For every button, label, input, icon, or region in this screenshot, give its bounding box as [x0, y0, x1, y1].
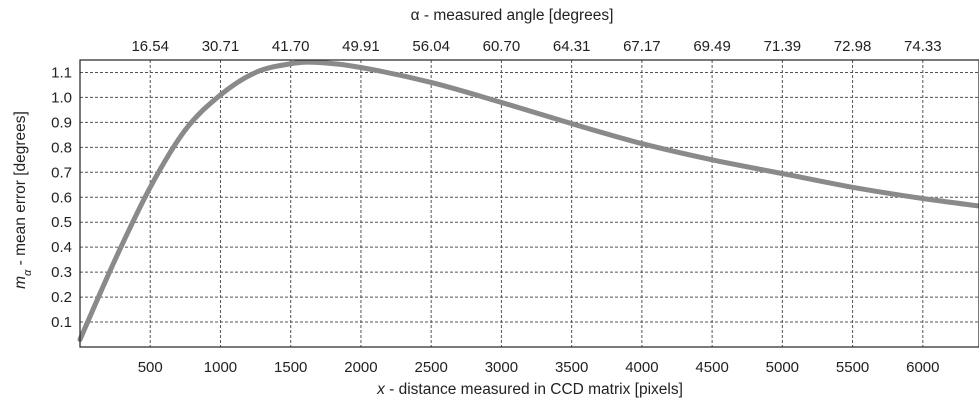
y-tick-label: 0.1 [51, 314, 72, 331]
x-tick-label: 6000 [906, 359, 939, 376]
y-tick-label: 0.5 [51, 214, 72, 231]
y-tick-labels: 0.1 0.2 0.3 0.4 0.5 0.6 0.7 0.8 0.9 1.0 1.1 [51, 64, 72, 331]
y-tick-label: 0.3 [51, 264, 72, 281]
grid-lines [80, 60, 979, 347]
y-tick-label: 1.0 [51, 89, 72, 106]
x-axis-title-text: - distance measured in CCD matrix [pixel… [385, 381, 683, 398]
x-tick-label: 1000 [204, 359, 237, 376]
x-tick-label: 2500 [414, 359, 447, 376]
y-tick-label: 0.9 [51, 114, 72, 131]
x-tick-label: 1500 [274, 359, 307, 376]
top-x-tick-label: 56.04 [412, 38, 450, 55]
top-x-tick-label: 74.33 [904, 38, 942, 55]
x-axis-symbol: x [376, 381, 386, 398]
x-tick-label: 5000 [766, 359, 799, 376]
x-tick-labels: 500 1000 1500 2000 2500 3000 3500 4000 4500 5000 5… [138, 359, 940, 376]
y-tick-label: 0.6 [51, 189, 72, 206]
x-tick-label: 500 [138, 359, 163, 376]
top-x-tick-labels: 16.54 30.71 41.70 49.91 56.04 60.70 64.31 67.17… [131, 38, 941, 55]
x-tick-label: 4500 [695, 359, 728, 376]
x-tick-label: 3500 [555, 359, 588, 376]
top-x-tick-label: 60.70 [483, 38, 521, 55]
y-tick-label: 0.7 [51, 164, 72, 181]
x-tick-label: 2000 [344, 359, 377, 376]
y-axis-symbol: m [12, 276, 29, 289]
top-x-tick-label: 30.71 [202, 38, 240, 55]
series-line [77, 59, 979, 343]
top-x-tick-label: 16.54 [131, 38, 169, 55]
y-tick-label: 0.2 [51, 289, 72, 306]
y-axis-title-text: - mean error [degrees] [12, 111, 29, 270]
x-tick-label: 3000 [485, 359, 518, 376]
top-x-tick-label: 69.49 [693, 38, 731, 55]
x-tick-label: 5500 [836, 359, 869, 376]
y-tick-label: 0.4 [51, 239, 72, 256]
top-x-tick-label: 41.70 [272, 38, 310, 55]
plot-frame [79, 59, 979, 348]
x-tick-label: 4000 [625, 359, 658, 376]
top-x-tick-label: 71.39 [764, 38, 802, 55]
y-tick-label: 1.1 [51, 64, 72, 81]
y-tick-label: 0.8 [51, 139, 72, 156]
top-x-tick-label: 49.91 [342, 38, 380, 55]
top-axis-title: α - measured angle [degrees] [411, 7, 614, 24]
y-axis-title: mα - mean error [degrees] [12, 111, 34, 289]
x-axis-title: x - distance measured in CCD matrix [pix… [376, 381, 683, 398]
y-axis-subscript: α [22, 269, 34, 276]
top-x-tick-label: 67.17 [623, 38, 661, 55]
top-x-tick-label: 64.31 [553, 38, 591, 55]
top-x-tick-label: 72.98 [834, 38, 872, 55]
